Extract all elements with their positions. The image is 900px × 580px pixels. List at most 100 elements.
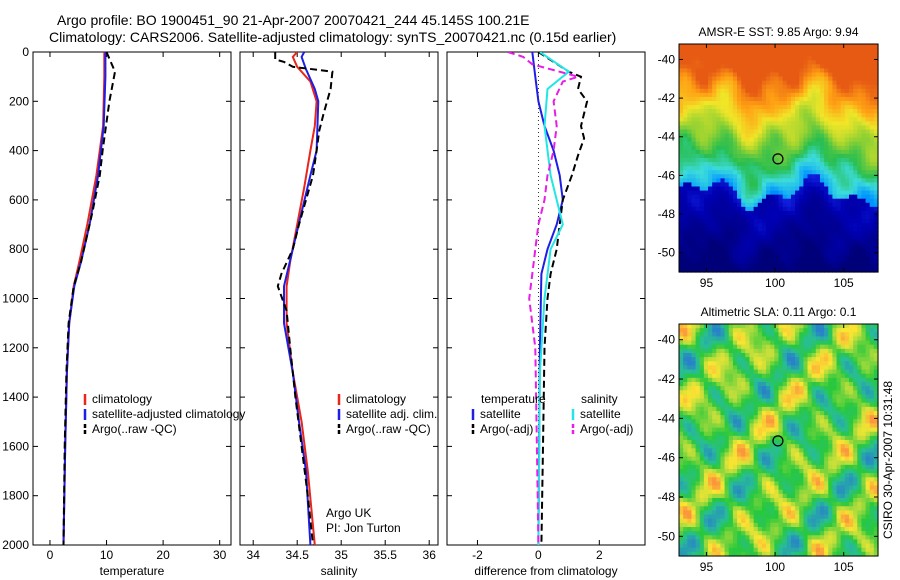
sla-cell [679,506,684,512]
sst-cell [761,255,767,261]
sst-cell [807,182,813,188]
sla-cell [782,518,788,524]
sst-cell [757,121,763,127]
sla-cell [865,456,871,462]
sla-cell [716,386,722,391]
sla-cell [683,344,688,350]
sla-cell [703,344,709,350]
sla-cell [687,440,693,445]
sst-cell [857,117,863,122]
sla-cell [844,498,850,503]
sla-cell [786,473,792,478]
sst-cell [873,117,879,122]
sla-cell [786,435,792,441]
sla-cell [770,365,775,371]
sla-cell [716,473,722,478]
sla-cell [873,502,879,507]
sla-cell [824,406,829,412]
sst-cell [799,263,804,269]
sst-cell [716,133,722,139]
sst-cell [741,72,746,78]
sla-cell [815,328,821,333]
sst-cell [703,231,709,236]
sla-cell [732,460,738,466]
sst-cell [778,202,784,208]
sla-cell [861,361,867,367]
sla-cell [757,489,763,495]
sst-cell [832,219,838,224]
sla-cell [861,394,867,400]
sst-cell [695,231,701,236]
sst-cell [857,166,863,171]
sst-cell [828,210,833,216]
sla-cell [828,348,833,354]
sst-cell [720,158,726,163]
sst-cell [795,44,800,49]
sst-cell [869,251,875,257]
sla-cell [712,444,717,449]
sst-cell [679,231,684,236]
sla-cell [840,481,846,487]
sst-cell [708,129,713,135]
sla-cell [807,402,813,408]
sst-cell [869,239,875,245]
sla-cell [687,460,693,466]
sst-cell [786,48,792,53]
sst-cell [811,141,817,147]
sla-cell [782,440,788,445]
sla-cell [749,493,755,499]
sst-cell [836,153,842,159]
sla-cell [757,473,763,478]
sla-cell [716,489,722,495]
sst-cell [873,194,879,200]
sla-cell [844,427,850,433]
sla-cell [848,365,854,371]
sla-cell [720,514,726,520]
sla-cell [691,369,697,375]
sst-cell [857,68,863,74]
sla-cell [807,440,813,445]
sla-cell [799,444,804,449]
sst-cell [745,263,751,269]
sst-cell [857,206,863,212]
sla-cell [857,390,863,396]
sla-cell [757,502,763,507]
sst-cell [703,227,709,232]
sst-cell [687,129,693,135]
sst-cell [732,202,738,208]
sst-cell [828,88,833,94]
sst-cell [687,190,693,196]
sla-cell [848,348,854,354]
sla-cell [757,369,763,375]
sst-cell [712,247,717,253]
sst-cell [819,178,825,184]
sla-cell [786,411,792,416]
sst-cell [766,153,771,159]
sla-cell [774,415,780,420]
sst-cell [873,68,879,74]
sla-cell [861,353,867,358]
sla-cell [873,456,879,462]
sst-cell [803,239,809,245]
sst-cell [869,88,875,94]
sla-cell [807,427,813,433]
sst-cell [786,259,792,265]
sla-cell [811,485,817,491]
sst-cell [853,84,858,90]
sla-cell [724,440,730,445]
sst-cell [745,194,751,200]
sst-cell [691,117,697,122]
sst-cell [795,105,800,110]
sst-cell [782,259,788,265]
sst-cell [844,129,850,135]
sst-cell [741,129,746,135]
sla-cell [861,518,867,524]
sla-cell [724,518,730,524]
sla-cell [708,444,713,449]
sst-cell [799,133,804,139]
sla-cell [691,386,697,391]
sla-cell [687,365,693,371]
sst-cell [857,210,863,216]
sla-cell [799,411,804,416]
sst-cell [790,80,796,86]
